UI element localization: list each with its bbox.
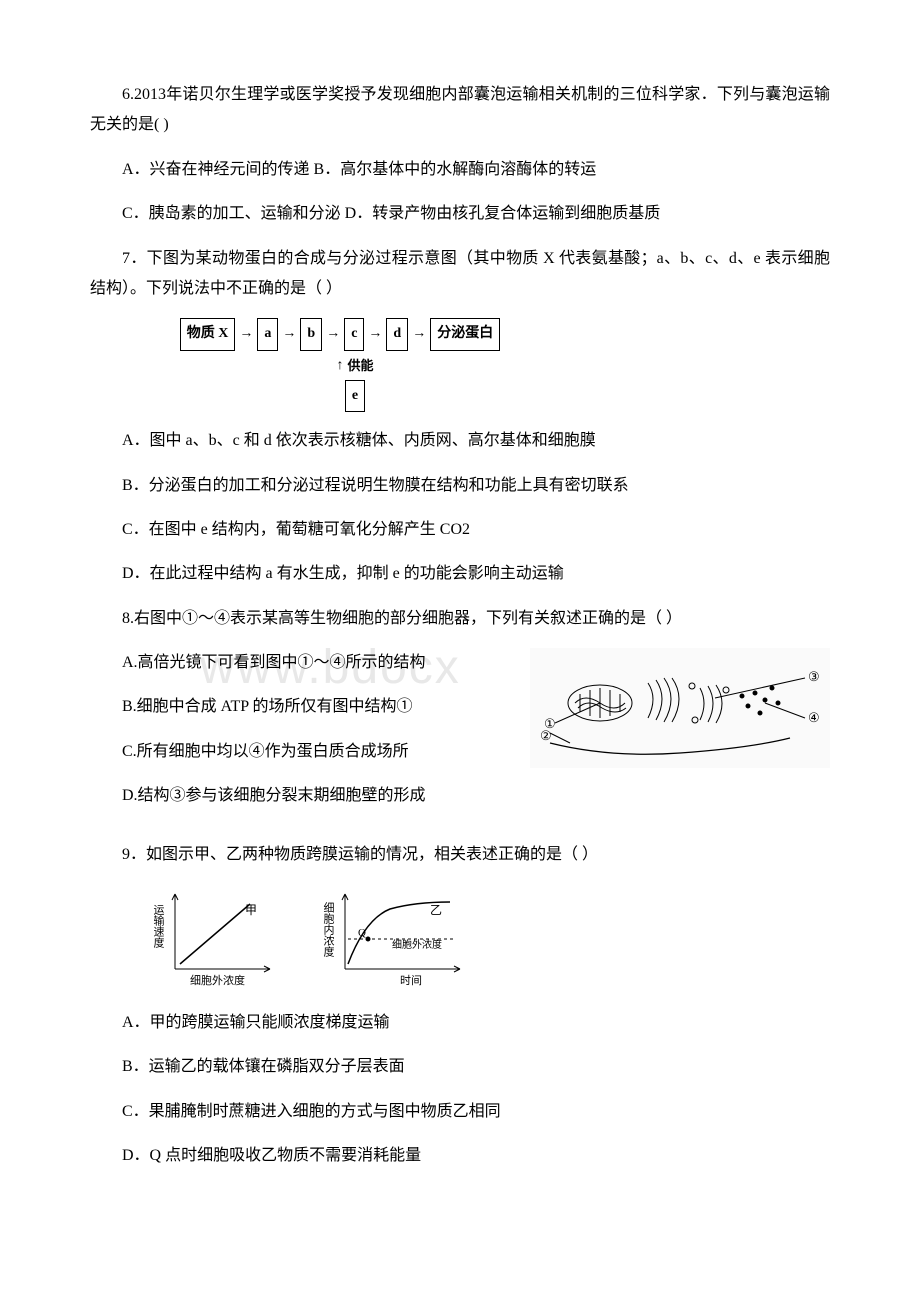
q7-stem: 7．下图为某动物蛋白的合成与分泌过程示意图（其中物质 X 代表氨基酸；a、b、c…	[90, 244, 830, 305]
q7-option-c: C．在图中 e 结构内，葡萄糖可氧化分解产生 CO2	[90, 515, 830, 545]
q9-option-d: D．Q 点时细胞吸收乙物质不需要消耗能量	[90, 1141, 830, 1171]
q9-graph-1: 运输速度 甲 细胞外浓度	[150, 884, 290, 994]
graph1-ylabel: 运输速度	[152, 904, 165, 949]
energy-label: 供能	[347, 354, 373, 379]
flow-energy-branch: ↑ 供能 e	[336, 353, 373, 412]
graph1-xlabel: 细胞外浓度	[190, 973, 245, 987]
q8-option-b: B.细胞中合成 ATP 的场所仅有图中结构①	[90, 692, 520, 722]
q8-cell-diagram: ① ② ③ ④	[530, 648, 830, 768]
q9-graphs: 运输速度 甲 细胞外浓度 细胞内浓度 乙 Q 细胞外浓度	[150, 884, 830, 994]
q9-option-a: A．甲的跨膜运输只能顺浓度梯度运输	[90, 1008, 830, 1038]
up-arrow-icon: ↑	[336, 353, 343, 380]
q9-graph-2: 细胞内浓度 乙 Q 细胞外浓度 时间	[320, 884, 460, 994]
flow-node-a: a	[257, 318, 278, 351]
arrow-icon: →	[237, 321, 255, 348]
arrow-icon: →	[366, 321, 384, 348]
flow-node-e: e	[345, 380, 365, 413]
graph2-ylabel: 细胞内浓度	[322, 902, 335, 958]
q9-option-c: C．果脯腌制时蔗糖进入细胞的方式与图中物质乙相同	[90, 1097, 830, 1127]
q6-option-cd: C．胰岛素的加工、运输和分泌 D．转录产物由核孔复合体运输到细胞质基质	[90, 199, 830, 229]
q6-option-ab: A．兴奋在神经元间的传递 B．高尔基体中的水解酶向溶酶体的转运	[90, 155, 830, 185]
q7-flow-diagram: 物质 X → a → b → c → d → 分泌蛋白 ↑ 供能 e	[150, 318, 530, 412]
flow-main-row: 物质 X → a → b → c → d → 分泌蛋白	[180, 318, 500, 351]
page-content: 6.2013年诺贝尔生理学或医学奖授予发现细胞内部囊泡运输相关机制的三位科学家．…	[90, 80, 830, 1172]
label-2: ②	[540, 728, 552, 743]
q8-options: A.高倍光镜下可看到图中①～④所示的结构 B.细胞中合成 ATP 的场所仅有图中…	[90, 648, 520, 826]
graph2-ref-label: 细胞外浓度	[392, 938, 442, 951]
arrow-icon: →	[410, 321, 428, 348]
q7-option-b: B．分泌蛋白的加工和分泌过程说明生物膜在结构和功能上具有密切联系	[90, 471, 830, 501]
q8-option-a: A.高倍光镜下可看到图中①～④所示的结构	[90, 648, 520, 678]
flow-node-c: c	[344, 318, 364, 351]
graph2-xlabel: 时间	[400, 974, 422, 987]
q7-option-d: D．在此过程中结构 a 有水生成，抑制 e 的功能会影响主动运输	[90, 559, 830, 589]
flow-node-x: 物质 X	[180, 318, 236, 351]
arrow-icon: →	[324, 321, 342, 348]
flow-node-d: d	[386, 318, 408, 351]
flow-node-b: b	[300, 318, 322, 351]
q8-block: A.高倍光镜下可看到图中①～④所示的结构 B.细胞中合成 ATP 的场所仅有图中…	[90, 648, 830, 826]
q7-option-a: A．图中 a、b、c 和 d 依次表示核糖体、内质网、高尔基体和细胞膜	[90, 426, 830, 456]
q9-option-b: B．运输乙的载体镶在磷脂双分子层表面	[90, 1052, 830, 1082]
arrow-icon: →	[280, 321, 298, 348]
q9-stem: 9．如图示甲、乙两种物质跨膜运输的情况，相关表述正确的是（ ）	[90, 840, 830, 870]
graph2-point: Q	[358, 927, 366, 939]
label-4: ④	[808, 710, 820, 725]
graph1-line-label: 甲	[245, 903, 257, 917]
q8-option-d: D.结构③参与该细胞分裂末期细胞壁的形成	[90, 781, 520, 811]
graph2-line-label: 乙	[430, 903, 442, 917]
q8-option-c: C.所有细胞中均以④作为蛋白质合成场所	[90, 737, 520, 767]
q8-stem: 8.右图中①～④表示某高等生物细胞的部分细胞器，下列有关叙述正确的是（ ）	[90, 604, 830, 634]
label-3: ③	[808, 669, 820, 684]
flow-node-product: 分泌蛋白	[430, 318, 500, 351]
q6-stem: 6.2013年诺贝尔生理学或医学奖授予发现细胞内部囊泡运输相关机制的三位科学家．…	[90, 80, 830, 141]
